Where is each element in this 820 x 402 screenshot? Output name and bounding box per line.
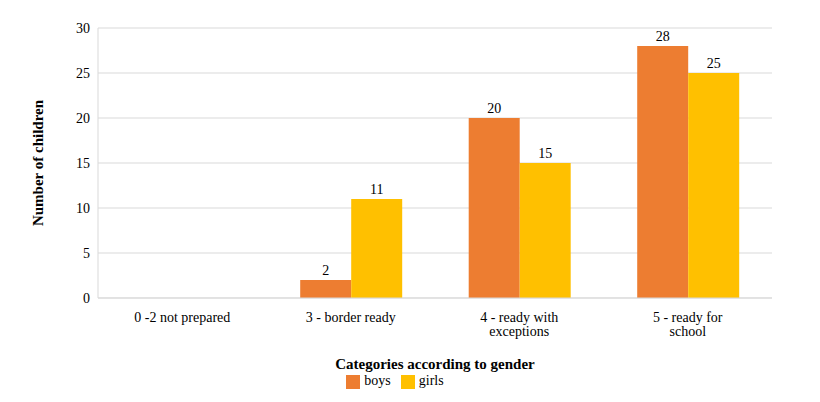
svg-text:10: 10 [76, 201, 90, 216]
svg-text:15: 15 [538, 146, 552, 161]
svg-text:25: 25 [707, 56, 721, 71]
svg-text:11: 11 [370, 182, 383, 197]
svg-text:5: 5 [83, 246, 90, 261]
svg-text:25: 25 [76, 66, 90, 81]
svg-text:30: 30 [76, 21, 90, 36]
html-text:girls: girls [418, 373, 444, 388]
html-text:boys: boys [364, 373, 391, 388]
svg-text:2: 2 [322, 263, 329, 278]
svg-text:0 -2 not prepared: 0 -2 not prepared [134, 310, 230, 325]
svg-text:5 - ready forschool: 5 - ready forschool [653, 310, 723, 339]
svg-text:15: 15 [76, 156, 90, 171]
svg-text:4 - ready withexceptions: 4 - ready withexceptions [480, 310, 558, 339]
svg-text:20: 20 [76, 111, 90, 126]
svg-text:Number of children: Number of children [30, 99, 46, 226]
svg-text:20: 20 [487, 101, 501, 116]
svg-text:28: 28 [656, 29, 670, 44]
svg-text:Categories according to gender: Categories according to gender [335, 356, 535, 372]
svg-text:3 - border ready: 3 - border ready [306, 310, 396, 325]
svg-text:0: 0 [83, 291, 90, 306]
